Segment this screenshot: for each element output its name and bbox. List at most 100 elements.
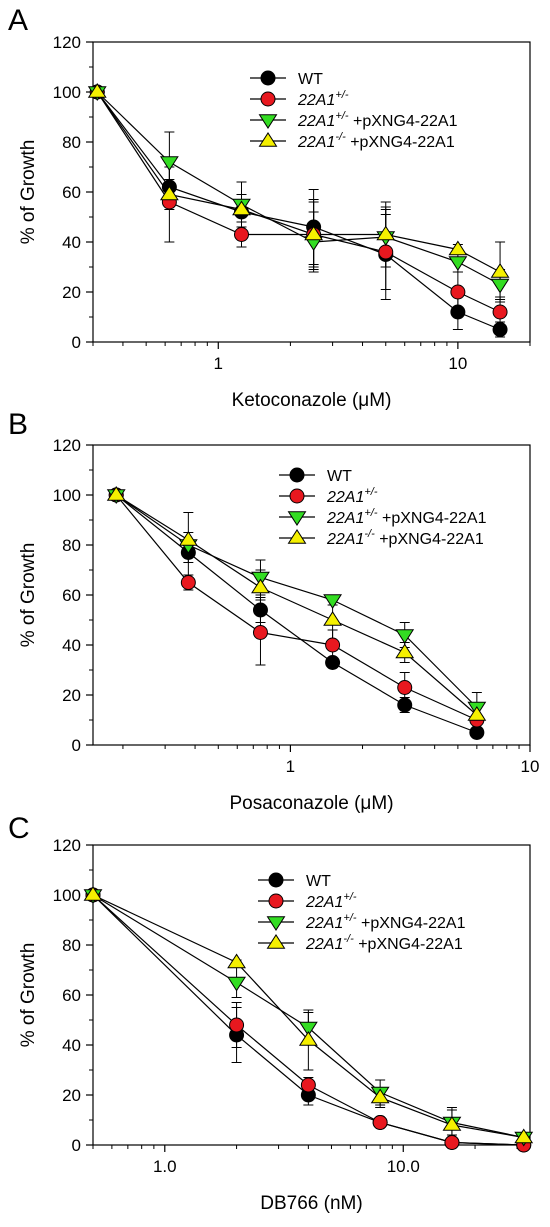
legend-marker (268, 893, 284, 909)
legend-label: 22A1-/- +pXNG4-22A1 (326, 528, 484, 548)
legend-label-main: 22A1 (297, 92, 335, 109)
data-point (298, 1021, 318, 1037)
panel-letter: B (8, 408, 28, 441)
series-line (115, 494, 478, 721)
legend-label-suffix: +pXNG4-22A1 (349, 113, 458, 130)
x-axis-title: Posaconazole (μM) (229, 793, 393, 814)
legend-marker (258, 114, 278, 130)
panel-letter: A (8, 4, 28, 37)
y-tick-label: 60 (62, 586, 81, 605)
data-point (514, 1128, 534, 1144)
data-point (450, 304, 466, 320)
data-point (325, 655, 341, 670)
legend-label: 22A1+/- (305, 891, 357, 911)
data-point (444, 1135, 460, 1150)
y-tick-label: 20 (62, 1086, 81, 1105)
data-point (467, 705, 487, 721)
series-line (92, 894, 524, 1139)
y-tick-label: 60 (62, 183, 81, 202)
data-point (227, 953, 246, 969)
legend-marker (260, 91, 276, 107)
data-point (87, 82, 107, 98)
legend-label-main: 22A1 (326, 489, 364, 506)
data-point (372, 1115, 388, 1130)
legend-label-suffix: +pXNG4-22A1 (354, 936, 463, 953)
legend-label-main: WT (306, 873, 331, 890)
data-point (492, 304, 508, 320)
chart-panel-b: B 0 20 40 60 80 100 120 1 10 Posaconazole (μM) % of… (8, 408, 539, 814)
legend-label-superscript: +/- (335, 89, 348, 101)
data-point (370, 1088, 390, 1104)
data-point (106, 485, 126, 501)
y-axis-title: % of Growth (18, 543, 39, 648)
y-axis-title: % of Growth (18, 140, 39, 245)
y-tick-label: 120 (53, 836, 81, 855)
legend-marker (268, 872, 284, 888)
legend-label: 22A1-/- +pXNG4-22A1 (305, 933, 463, 953)
legend-label-superscript: +/- (364, 486, 377, 498)
x-tick-label: 10.0 (387, 1157, 420, 1176)
data-point (469, 725, 485, 740)
x-axis-title: Ketoconazole (μM) (232, 390, 392, 411)
y-tick-label: 60 (62, 986, 81, 1005)
y-tick-label: 80 (62, 133, 81, 152)
data-point (490, 278, 510, 294)
legend-marker (260, 70, 276, 86)
data-point (490, 262, 510, 278)
y-tick-label: 40 (62, 636, 81, 655)
chart-panel-c: C 0 20 40 60 80 100 120 1.0 10.0 DB766 (nM) % of Gr… (8, 812, 534, 1214)
y-tick-label: 100 (53, 886, 81, 905)
y-tick-label: 20 (62, 686, 81, 705)
data-point (232, 200, 251, 216)
data-point (378, 244, 394, 260)
legend-label: 22A1+/- +pXNG4-22A1 (305, 912, 466, 932)
legend-label: 22A1+/- (297, 89, 349, 109)
x-tick-label: 1 (286, 757, 295, 776)
data-point (178, 530, 198, 546)
series-line (115, 494, 478, 734)
legend-label: 22A1+/- +pXNG4-22A1 (326, 507, 487, 527)
legend-label-superscript: +/- (364, 507, 377, 519)
data-point (229, 1017, 245, 1033)
y-tick-label: 100 (53, 486, 81, 505)
y-tick-label: 40 (62, 1036, 81, 1055)
legend-marker (289, 488, 305, 504)
x-tick-label: 1.0 (153, 1157, 177, 1176)
legend-label-main: 22A1 (297, 134, 335, 151)
x-tick-label: 10 (521, 757, 540, 776)
data-point (323, 594, 343, 610)
data-point (159, 185, 179, 201)
series-line (92, 894, 524, 1139)
series-line (115, 494, 478, 716)
data-point (180, 575, 196, 590)
legend-label-main: 22A1 (305, 915, 343, 932)
legend-marker (258, 131, 278, 147)
data-point (298, 1030, 318, 1046)
legend-label-main: 22A1 (326, 510, 364, 527)
legend-label-suffix: +pXNG4-22A1 (375, 531, 484, 548)
data-point (251, 578, 270, 594)
legend-marker (287, 528, 307, 544)
legend-label: WT (298, 71, 323, 88)
legend-label: WT (327, 468, 352, 485)
y-tick-label: 20 (62, 283, 81, 302)
series-line (92, 894, 524, 1146)
data-point (227, 976, 246, 992)
y-axis-title: % of Growth (18, 943, 39, 1048)
legend-label-superscript: +/- (335, 110, 348, 122)
legend-label-main: 22A1 (305, 894, 343, 911)
legend-label-superscript: +/- (343, 912, 356, 924)
data-point (448, 240, 468, 256)
x-tick-label: 10 (448, 354, 467, 373)
legend-label-main: 22A1 (297, 113, 335, 130)
data-point (159, 156, 179, 172)
legend-label-superscript: +/- (343, 891, 356, 903)
panel-letter: C (8, 812, 30, 845)
y-tick-label: 0 (72, 1136, 81, 1155)
legend-label-main: 22A1 (326, 531, 364, 548)
y-tick-label: 80 (62, 936, 81, 955)
